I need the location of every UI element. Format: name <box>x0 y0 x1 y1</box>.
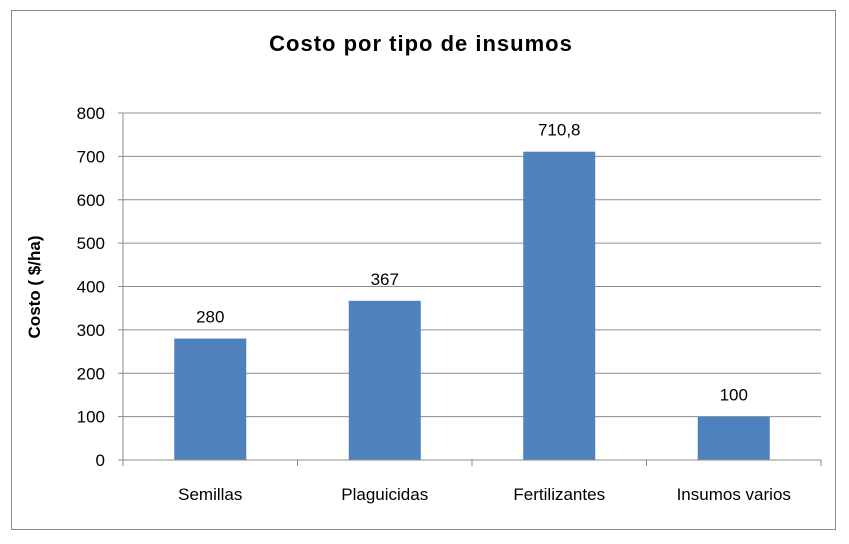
chart-title: Costo por tipo de insumos <box>269 31 573 56</box>
y-tick-label: 700 <box>77 147 105 166</box>
y-tick-label: 100 <box>77 408 105 427</box>
data-label: 710,8 <box>538 121 581 140</box>
bar <box>174 338 247 460</box>
data-label: 100 <box>720 386 748 405</box>
y-tick-label: 600 <box>77 191 105 210</box>
category-label: Fertilizantes <box>513 485 605 504</box>
category-label: Insumos varios <box>677 485 791 504</box>
axes <box>118 112 822 466</box>
data-labels: 280 367 710,8 100 <box>196 121 748 405</box>
y-tick-labels: 0 100 200 300 400 500 600 700 800 <box>77 104 105 470</box>
y-axis-label: Costo ( $/ha) <box>25 236 44 339</box>
category-label: Plaguicidas <box>341 485 428 504</box>
y-tick-label: 500 <box>77 234 105 253</box>
data-label: 367 <box>371 270 399 289</box>
bar <box>348 300 421 460</box>
y-tick-label: 400 <box>77 278 105 297</box>
bars <box>174 151 770 461</box>
category-labels: Semillas Plaguicidas Fertilizantes Insumos … <box>178 485 791 504</box>
y-tick-label: 0 <box>96 451 105 470</box>
y-tick-label: 800 <box>77 104 105 123</box>
y-tick-label: 200 <box>77 364 105 383</box>
y-tick-label: 300 <box>77 321 105 340</box>
category-label: Semillas <box>178 485 242 504</box>
bar <box>523 151 596 461</box>
data-label: 280 <box>196 308 224 327</box>
bar <box>697 416 770 460</box>
